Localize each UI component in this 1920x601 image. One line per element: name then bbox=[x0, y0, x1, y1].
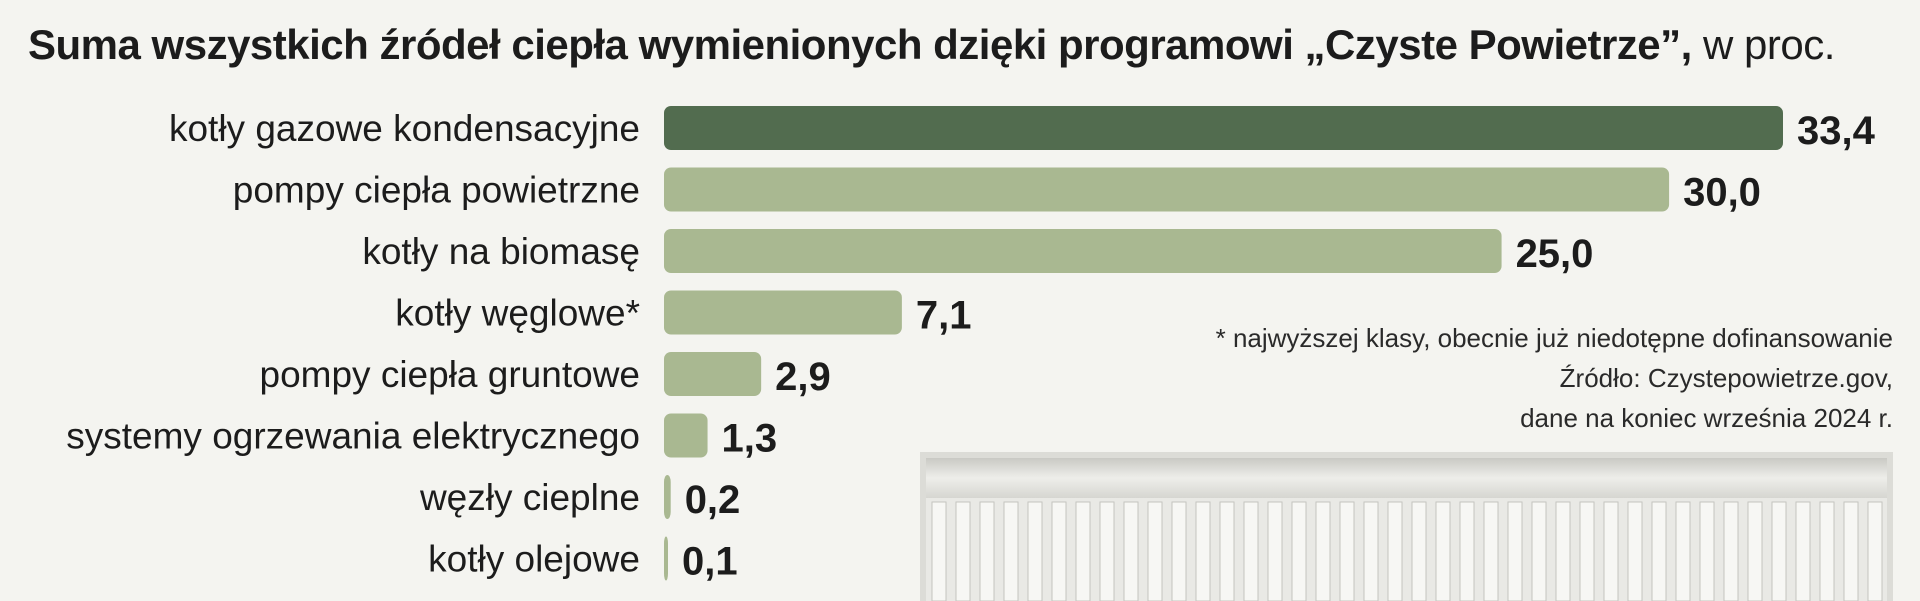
category-label: kotły węglowe* bbox=[395, 293, 640, 334]
category-label: kotły olejowe bbox=[428, 539, 640, 580]
value-label: 25,0 bbox=[1516, 232, 1594, 276]
value-label: 33,4 bbox=[1797, 109, 1876, 153]
bar bbox=[664, 352, 762, 396]
category-label: pompy ciepła powietrzne bbox=[233, 170, 640, 211]
category-label: pompy ciepła gruntowe bbox=[260, 354, 641, 395]
footnote: * najwyższej klasy, obecnie już niedotęp… bbox=[1215, 323, 1893, 353]
bar bbox=[664, 413, 708, 458]
value-label: 0,2 bbox=[685, 478, 741, 522]
value-label: 0,1 bbox=[682, 540, 738, 584]
value-label: 30,0 bbox=[1683, 171, 1761, 215]
bar bbox=[664, 167, 1670, 212]
category-label: systemy ogrzewania elektrycznego bbox=[66, 416, 640, 457]
bar bbox=[664, 475, 671, 519]
chart-notes: * najwyższej klasy, obecnie już niedotęp… bbox=[1216, 318, 1893, 438]
bar bbox=[664, 536, 668, 581]
chart-title: Suma wszystkich źródeł ciepła wymieniony… bbox=[28, 20, 1835, 70]
value-label: 2,9 bbox=[775, 355, 831, 399]
bars-layer: kotły gazowe kondensacyjne 33,4 pompy ciep… bbox=[66, 106, 1876, 584]
category-label: węzły cieplne bbox=[419, 477, 640, 518]
bar bbox=[664, 106, 1783, 150]
chart-title-main: Suma wszystkich źródeł ciepła wymieniony… bbox=[28, 21, 1692, 68]
radiator-illustration bbox=[920, 452, 1893, 601]
value-label: 1,3 bbox=[722, 417, 778, 461]
value-label: 7,1 bbox=[916, 294, 972, 338]
bar bbox=[664, 290, 902, 335]
category-label: kotły gazowe kondensacyjne bbox=[169, 108, 640, 149]
source-note: Źródło: Czystepowietrze.gov, bbox=[1559, 363, 1893, 393]
chart-title-unit: w proc. bbox=[1691, 21, 1835, 68]
category-label: kotły na biomasę bbox=[362, 231, 640, 272]
bar bbox=[664, 229, 1502, 273]
date-note: dane na koniec września 2024 r. bbox=[1520, 403, 1893, 433]
